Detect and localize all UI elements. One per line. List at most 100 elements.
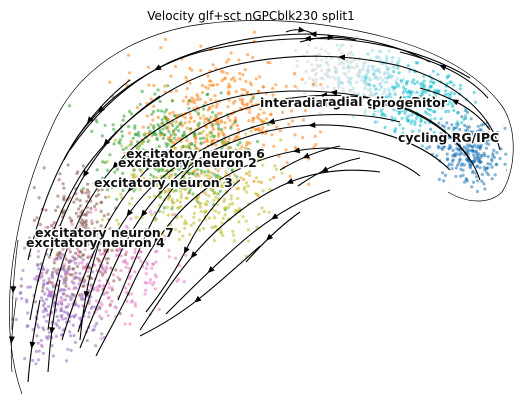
cell-point [91,328,95,332]
cell-point [459,174,463,178]
cell-point [217,132,221,136]
cell-point [185,87,189,91]
cell-point [150,266,154,270]
cell-point [135,105,139,110]
cell-point [55,315,59,319]
cell-point [201,136,205,140]
cell-point [184,154,188,158]
cell-point [35,237,39,241]
cell-point [172,146,176,150]
cell-point [133,158,137,162]
cell-point [362,64,366,68]
cell-point [128,322,132,326]
cell-point [184,76,188,80]
cell-point [130,151,135,155]
cell-point [248,157,252,161]
cell-point [428,105,432,109]
streamline [399,51,489,99]
cell-point [212,198,216,202]
cell-point [444,89,448,93]
cell-point [129,112,134,116]
cell-point [81,292,85,296]
cell-point [367,76,371,80]
cell-point [475,152,479,156]
cell-point [159,174,163,178]
cell-point [56,319,61,323]
cell-point [189,223,193,227]
cell-point [314,71,318,75]
cell-point [79,229,83,233]
cell-point [437,90,441,94]
cell-point [458,87,462,91]
cell-point [72,240,76,244]
cell-point [126,53,131,57]
cell-point [204,209,208,213]
cell-point [469,117,473,121]
cell-point [82,284,86,288]
cell-point [341,62,345,66]
cell-point [33,277,37,281]
cell-point [479,128,483,132]
cell-point [145,260,149,265]
cell-point [148,281,152,285]
cell-point [124,146,128,150]
cell-point [110,286,114,290]
cell-point [14,317,18,322]
cell-point [218,189,222,193]
cell-point [68,295,72,299]
cell-point [244,132,248,136]
cell-point [475,129,479,133]
cell-point [107,282,111,286]
cell-point [100,317,104,321]
cell-point [143,156,147,160]
cell-point [236,149,240,153]
cell-point [134,186,138,190]
cell-point [321,86,325,90]
cell-point [440,124,445,128]
cell-point [72,286,77,290]
cell-point [477,132,481,137]
cell-point [172,136,176,140]
cell-point [379,105,383,109]
cell-point [428,94,432,98]
envelope-stream [8,20,514,395]
cell-point [384,93,389,97]
cell-point [199,209,203,213]
cell-point [64,272,68,276]
cell-point [473,100,478,104]
cell-point [189,116,193,120]
cell-point [156,123,160,127]
cell-point [186,102,190,106]
cell-point [296,86,300,90]
cell-point [120,236,124,240]
cell-point [151,110,156,114]
arrowhead [286,178,294,184]
cell-point [219,148,223,152]
cell-point [212,225,216,229]
cell-point [58,250,62,255]
cell-point [259,180,263,184]
cell-point [463,123,467,127]
cell-point [192,119,196,123]
cell-point [178,189,182,193]
cell-point [375,75,379,80]
cell-point [165,169,169,173]
cell-point [74,211,78,215]
cell-point [85,188,89,192]
cell-point [341,66,345,70]
cell-point [237,58,241,62]
cell-point [93,204,97,208]
cell-point [98,305,102,309]
cell-point [179,149,183,153]
cell-point [254,176,258,180]
streamline [77,113,401,333]
cell-point [174,138,179,142]
cell-point [222,156,226,160]
cell-point [410,80,414,84]
cell-point [422,74,426,78]
cell-point [418,100,423,104]
cell-point [312,145,316,149]
cell-point [195,198,199,202]
cell-point [219,159,223,163]
cell-point [188,232,192,236]
